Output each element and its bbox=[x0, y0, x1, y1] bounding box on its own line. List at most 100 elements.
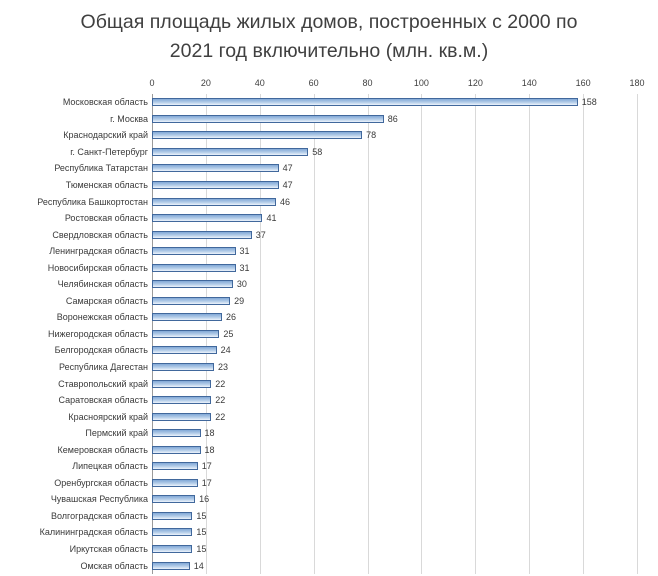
bar bbox=[152, 147, 309, 156]
bar bbox=[152, 445, 201, 454]
category-label: Республика Башкортостан bbox=[37, 196, 148, 207]
value-label: 16 bbox=[199, 494, 210, 505]
category-label: Чувашская Республика bbox=[50, 494, 148, 505]
bar bbox=[152, 114, 384, 123]
bar-track: 17 bbox=[152, 458, 637, 475]
x-tick-label: 140 bbox=[521, 78, 537, 88]
bar bbox=[152, 214, 263, 223]
category-label: Свердловская область bbox=[52, 229, 148, 240]
bar-row: Республика Дагестан 23 bbox=[0, 359, 637, 376]
value-label: 26 bbox=[226, 312, 237, 323]
bar bbox=[152, 545, 193, 554]
bar-row: Иркутская область 15 bbox=[0, 541, 637, 558]
value-label: 47 bbox=[282, 180, 293, 190]
x-tick-label: 180 bbox=[629, 78, 645, 88]
bar bbox=[152, 478, 198, 487]
value-label: 18 bbox=[204, 444, 215, 455]
bar bbox=[152, 280, 233, 289]
bar bbox=[152, 429, 201, 438]
category-label: Волгоградская область bbox=[50, 510, 148, 521]
bar-row: Республика Татарстан 47 bbox=[0, 160, 637, 177]
bar-row: Самарская область 29 bbox=[0, 293, 637, 310]
x-tick-label: 160 bbox=[575, 78, 591, 88]
bar-row: Республика Башкортостан 46 bbox=[0, 193, 637, 210]
bar bbox=[152, 495, 196, 504]
bar-row: Саратовская область 22 bbox=[0, 392, 637, 409]
value-label: 25 bbox=[223, 328, 234, 339]
bar-track: 37 bbox=[152, 226, 637, 243]
value-label: 86 bbox=[387, 113, 398, 124]
bar bbox=[152, 561, 190, 570]
gridline bbox=[475, 94, 477, 574]
gridline bbox=[313, 94, 315, 574]
x-axis: 0 20 40 60 80 100 120 140 160 180 bbox=[149, 78, 644, 92]
bar-track: 16 bbox=[152, 491, 637, 508]
bar bbox=[152, 247, 236, 256]
bar-row: Волгоградская область 15 bbox=[0, 508, 637, 525]
value-label: 18 bbox=[204, 428, 215, 439]
gridline bbox=[259, 94, 261, 574]
bar-track: 86 bbox=[152, 111, 637, 128]
bar bbox=[152, 379, 212, 388]
bar-track: 15 bbox=[152, 524, 637, 541]
bar bbox=[152, 230, 252, 239]
bar bbox=[152, 181, 279, 189]
category-label: Воронежская область bbox=[56, 312, 148, 323]
value-label: 17 bbox=[201, 461, 212, 472]
category-label: Иркутская область bbox=[69, 544, 148, 555]
bar-row: Свердловская область 37 bbox=[0, 226, 637, 243]
bar bbox=[152, 396, 212, 405]
bar-row: Ростовская область 41 bbox=[0, 210, 637, 227]
x-tick-label: 40 bbox=[254, 78, 265, 88]
x-tick-label: 20 bbox=[200, 78, 211, 88]
value-label: 31 bbox=[239, 246, 250, 257]
x-tick-label: 60 bbox=[308, 78, 319, 88]
bar-track: 15 bbox=[152, 541, 637, 558]
bar-track: 47 bbox=[152, 177, 637, 194]
category-label: Республика Татарстан bbox=[54, 163, 148, 174]
bar-row: Чувашская Республика 16 bbox=[0, 491, 637, 508]
bar bbox=[152, 346, 217, 355]
value-label: 15 bbox=[196, 544, 207, 555]
bar-row: Кемеровская область 18 bbox=[0, 441, 637, 458]
category-label: г. Санкт-Петербург bbox=[70, 146, 148, 157]
value-label: 158 bbox=[581, 97, 597, 108]
bar-row: Московская область 158 bbox=[0, 94, 637, 111]
gridline bbox=[421, 94, 423, 574]
bar bbox=[152, 296, 231, 305]
bar-row: Оренбургская область 17 bbox=[0, 475, 637, 492]
gridline bbox=[583, 94, 585, 574]
category-label: Краснодарский край bbox=[63, 130, 148, 141]
value-label: 15 bbox=[196, 510, 207, 521]
bar bbox=[152, 164, 279, 173]
category-label: Саратовская область bbox=[58, 395, 148, 406]
gridline bbox=[529, 94, 531, 574]
value-label: 22 bbox=[215, 395, 226, 406]
value-label: 46 bbox=[279, 196, 290, 207]
value-label: 78 bbox=[366, 130, 377, 141]
category-label: Белгородская область bbox=[54, 345, 148, 356]
bar-row: Калининградская область 15 bbox=[0, 524, 637, 541]
bar-row: Омская область 14 bbox=[0, 557, 637, 574]
category-label: Ставропольский край bbox=[58, 378, 148, 389]
bar-track: 22 bbox=[152, 375, 637, 392]
bar-track: 17 bbox=[152, 475, 637, 492]
value-label: 58 bbox=[312, 146, 323, 157]
value-label: 15 bbox=[196, 527, 207, 538]
bar-track: 18 bbox=[152, 425, 637, 442]
value-label: 23 bbox=[217, 362, 228, 373]
category-label: Московская область bbox=[62, 97, 148, 108]
category-label: Калининградская область bbox=[39, 527, 148, 538]
value-label: 29 bbox=[234, 295, 245, 306]
bar-track: 23 bbox=[152, 359, 637, 376]
bar-track: 14 bbox=[152, 557, 637, 574]
value-label: 14 bbox=[193, 560, 204, 571]
x-tick-label: 100 bbox=[413, 78, 429, 88]
bar bbox=[152, 462, 198, 471]
value-label: 47 bbox=[282, 163, 293, 174]
x-tick-label: 0 bbox=[149, 78, 155, 88]
value-label: 37 bbox=[255, 229, 266, 240]
category-label: Челябинская область bbox=[57, 279, 148, 290]
bar-track: 22 bbox=[152, 392, 637, 409]
bar-track: 22 bbox=[152, 408, 637, 425]
